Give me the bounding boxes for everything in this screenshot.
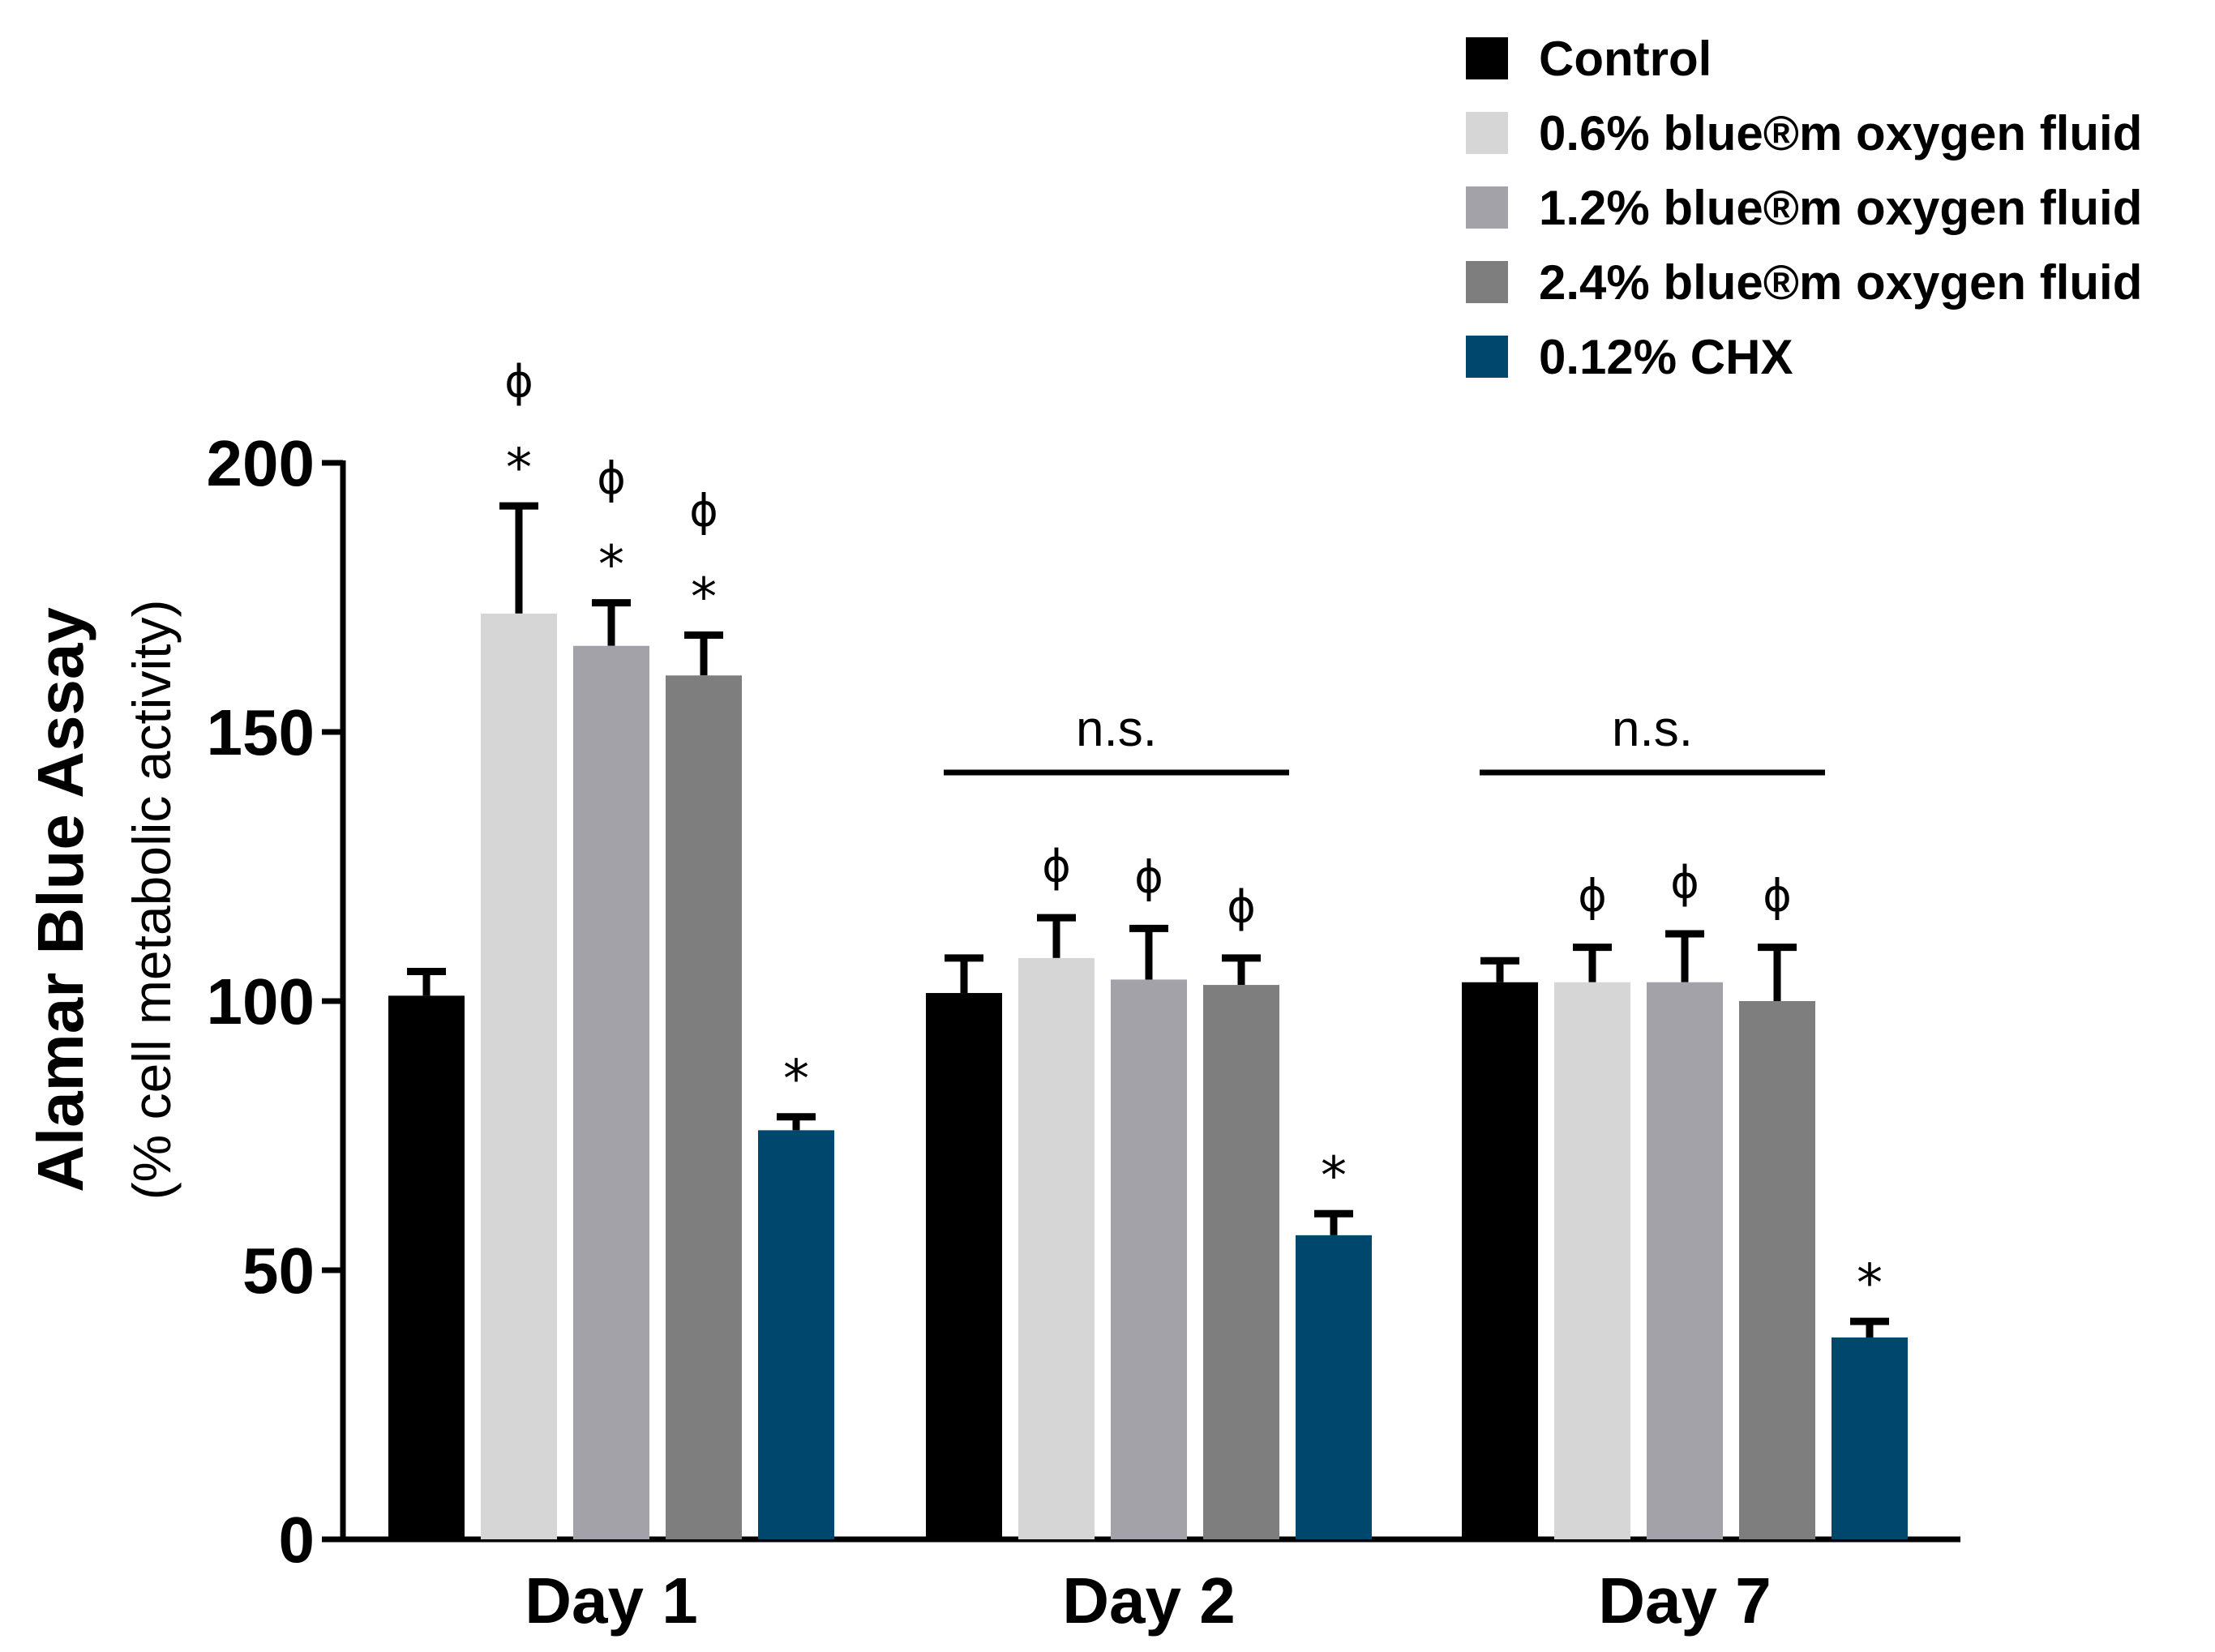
x-tick-label: Day 7: [1598, 1564, 1771, 1637]
bar: [1296, 1235, 1372, 1539]
y-tick-label: 0: [279, 1504, 315, 1576]
bar: [1203, 985, 1279, 1539]
bar: [666, 675, 742, 1539]
y-axis-subtitle: (% cell metabolic activity): [122, 600, 182, 1200]
ns-label: n.s.: [1076, 701, 1157, 757]
legend-swatch: [1466, 336, 1508, 378]
bar: [926, 993, 1002, 1539]
bar: [1832, 1337, 1908, 1539]
legend-swatch: [1466, 186, 1508, 229]
bars: [388, 502, 1908, 1540]
legend-swatch: [1466, 261, 1508, 303]
ns-label: n.s.: [1612, 701, 1693, 757]
bar: [573, 645, 649, 1539]
phi-mark: ϕ: [1227, 881, 1256, 932]
legend-label: Control: [1539, 32, 1712, 86]
legend-swatch: [1466, 112, 1508, 154]
legend-label: 1.2% blue®m oxygen fluid: [1539, 181, 2142, 235]
phi-mark: ϕ: [597, 453, 626, 504]
x-tick-label: Day 1: [525, 1564, 697, 1637]
legend-label: 2.4% blue®m oxygen fluid: [1539, 255, 2142, 310]
y-tick-label: 50: [242, 1235, 315, 1307]
phi-mark: ϕ: [689, 485, 718, 536]
y-axis-title: Alamar Blue Assay: [24, 607, 96, 1192]
legend: Control 0.6% blue®m oxygen fluid 1.2% blue…: [1466, 32, 2142, 384]
bar: [1554, 982, 1630, 1539]
bar: [1462, 982, 1538, 1539]
bar: [1018, 957, 1095, 1539]
y-tick-label: 200: [207, 427, 315, 499]
bar: [1111, 979, 1187, 1539]
bar: [481, 613, 557, 1540]
bar: [758, 1130, 834, 1539]
asterisk-mark: *: [598, 536, 624, 596]
y-tick-label: 100: [207, 965, 315, 1038]
bar: [388, 995, 465, 1539]
bar: [1647, 982, 1723, 1539]
asterisk-mark: *: [506, 439, 532, 499]
y-axis-title-group: Alamar Blue Assay (% cell metabolic acti…: [24, 600, 182, 1200]
asterisk-mark: *: [783, 1050, 809, 1110]
phi-mark: ϕ: [1042, 841, 1071, 892]
asterisk-mark: *: [1857, 1254, 1883, 1314]
phi-mark: ϕ: [1578, 871, 1607, 922]
y-tick-label: 150: [207, 696, 315, 768]
bar: [1739, 1001, 1815, 1539]
legend-label: 0.12% CHX: [1539, 330, 1793, 384]
legend-label: 0.6% blue®m oxygen fluid: [1539, 106, 2142, 160]
annotations: * * * * * * ϕ ϕ ϕ ϕ ϕ ϕ ϕ ϕ ϕ n.s. n.s.: [504, 356, 1883, 1314]
asterisk-mark: *: [1321, 1146, 1347, 1206]
asterisk-mark: *: [691, 567, 717, 627]
phi-mark: ϕ: [1134, 851, 1163, 902]
legend-swatch: [1466, 37, 1508, 79]
phi-mark: ϕ: [504, 356, 533, 407]
x-tick-label: Day 2: [1062, 1564, 1235, 1637]
phi-mark: ϕ: [1763, 871, 1792, 922]
phi-mark: ϕ: [1670, 857, 1699, 908]
